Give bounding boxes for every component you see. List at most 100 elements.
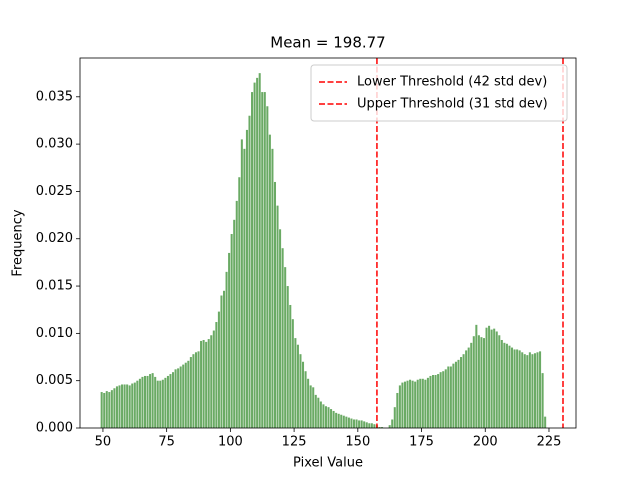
bar	[205, 341, 208, 428]
bar	[330, 409, 333, 428]
bar	[174, 369, 177, 428]
x-tick-label: 175	[409, 435, 434, 450]
bar	[317, 397, 320, 428]
bar	[465, 350, 468, 428]
bar	[113, 388, 116, 428]
bar	[324, 406, 327, 428]
bar	[182, 364, 185, 428]
bar	[291, 319, 294, 428]
bar	[431, 375, 435, 428]
bar	[273, 181, 277, 428]
bar	[289, 304, 292, 428]
bar	[164, 377, 167, 428]
bar	[230, 234, 233, 428]
bar	[309, 385, 312, 428]
bar	[391, 419, 394, 428]
bar	[508, 345, 511, 428]
bar	[452, 363, 455, 428]
bar	[544, 416, 547, 428]
bar	[177, 368, 180, 428]
bar	[121, 384, 124, 428]
y-tick-label: 0.020	[36, 231, 73, 246]
bar	[276, 205, 279, 428]
bar	[210, 335, 213, 428]
bar	[403, 381, 406, 428]
x-tick-label: 225	[537, 435, 562, 450]
bar	[319, 401, 322, 428]
bar	[342, 415, 345, 428]
bar	[228, 252, 231, 428]
bar	[523, 354, 526, 428]
bar	[526, 355, 529, 428]
bar	[100, 392, 103, 428]
bar	[485, 327, 488, 428]
bar	[411, 380, 414, 428]
bar	[284, 267, 287, 428]
y-tick-label: 0.000	[36, 421, 73, 436]
bar	[215, 322, 218, 428]
bar	[449, 366, 452, 428]
bar	[439, 372, 442, 428]
bar	[482, 338, 486, 428]
bar	[462, 354, 465, 428]
bar	[447, 366, 450, 428]
bar	[378, 427, 381, 428]
bar	[370, 423, 373, 428]
y-tick-label: 0.030	[36, 137, 73, 152]
bar	[184, 362, 187, 428]
x-tick-label: 100	[218, 435, 243, 450]
y-axis-label: Frequency	[11, 209, 26, 276]
bar	[251, 92, 254, 428]
bar	[444, 369, 447, 428]
bar	[202, 339, 205, 428]
bar	[233, 219, 236, 428]
bar	[123, 384, 126, 428]
bar	[302, 361, 305, 428]
bar	[136, 380, 139, 428]
bar	[166, 375, 169, 428]
bar	[268, 134, 271, 429]
bar	[511, 347, 514, 428]
bar	[505, 343, 508, 428]
bar	[238, 177, 241, 428]
bar	[225, 271, 228, 428]
bar	[207, 339, 210, 428]
bar	[516, 349, 519, 428]
bar	[424, 379, 427, 428]
bar	[304, 371, 307, 428]
bar	[409, 379, 412, 428]
bar	[355, 419, 358, 428]
bar	[245, 129, 248, 428]
bar	[307, 378, 310, 428]
bar	[467, 347, 470, 428]
bar	[159, 380, 162, 428]
bar	[151, 373, 154, 428]
bar	[457, 359, 460, 428]
bar	[381, 427, 384, 428]
bar	[475, 324, 478, 428]
bar	[220, 295, 223, 428]
bar	[235, 200, 238, 428]
bar	[368, 423, 371, 428]
bar	[194, 352, 197, 428]
x-tick-label: 75	[158, 435, 175, 450]
bar	[197, 351, 200, 428]
bar	[149, 374, 152, 428]
bar	[500, 339, 503, 428]
bar	[138, 378, 141, 428]
bar	[271, 148, 274, 428]
bar	[358, 420, 361, 428]
x-tick-label: 125	[282, 435, 307, 450]
bar	[419, 378, 422, 428]
bar	[421, 378, 424, 428]
bar	[493, 328, 496, 428]
bar	[200, 340, 203, 428]
bar	[314, 394, 317, 428]
bar	[541, 373, 544, 428]
bar	[460, 357, 463, 428]
bar	[340, 414, 343, 428]
bar	[156, 380, 159, 428]
bar	[352, 419, 356, 428]
bar	[146, 375, 149, 428]
